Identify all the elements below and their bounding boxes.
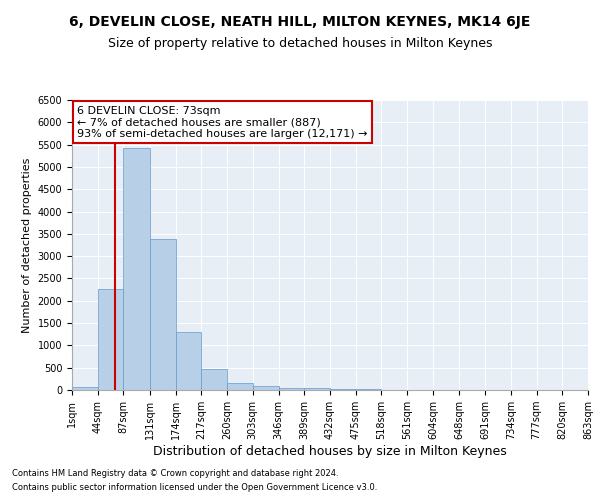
Text: 6, DEVELIN CLOSE, NEATH HILL, MILTON KEYNES, MK14 6JE: 6, DEVELIN CLOSE, NEATH HILL, MILTON KEY…: [70, 15, 530, 29]
Bar: [330, 389, 356, 390]
Bar: [278, 388, 304, 390]
Bar: [98, 288, 124, 390]
Y-axis label: Number of detached properties: Number of detached properties: [22, 158, 32, 332]
Bar: [124, 148, 150, 390]
Bar: [227, 382, 253, 390]
Bar: [72, 386, 98, 390]
Bar: [176, 332, 201, 390]
Bar: [201, 368, 227, 390]
Text: Contains public sector information licensed under the Open Government Licence v3: Contains public sector information licen…: [12, 484, 377, 492]
X-axis label: Distribution of detached houses by size in Milton Keynes: Distribution of detached houses by size …: [153, 445, 507, 458]
Bar: [253, 386, 278, 390]
Text: 6 DEVELIN CLOSE: 73sqm
← 7% of detached houses are smaller (887)
93% of semi-det: 6 DEVELIN CLOSE: 73sqm ← 7% of detached …: [77, 106, 368, 139]
Bar: [150, 239, 176, 390]
Text: Size of property relative to detached houses in Milton Keynes: Size of property relative to detached ho…: [108, 38, 492, 51]
Text: Contains HM Land Registry data © Crown copyright and database right 2024.: Contains HM Land Registry data © Crown c…: [12, 468, 338, 477]
Bar: [304, 388, 330, 390]
